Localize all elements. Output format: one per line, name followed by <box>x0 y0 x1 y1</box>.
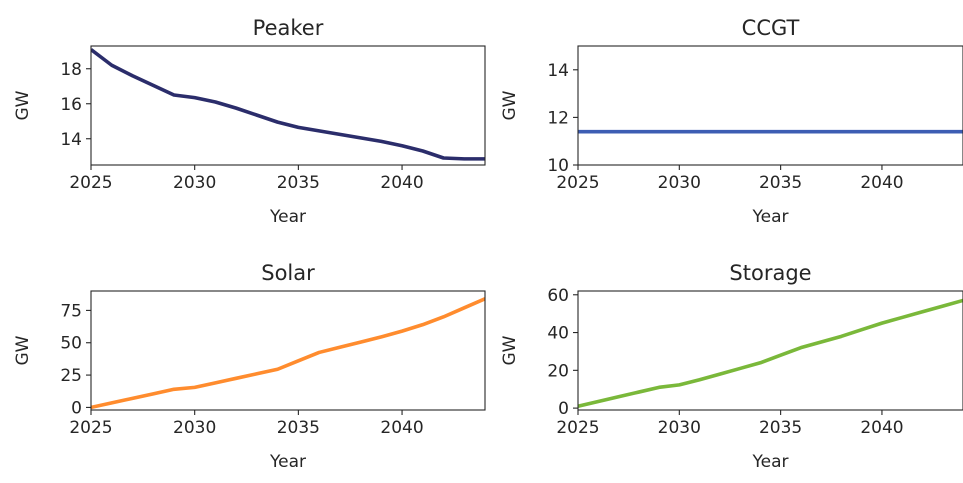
storage-xtick-label: 2035 <box>759 418 802 438</box>
ccgt-xtick-label: 2030 <box>658 173 701 193</box>
storage-ytick-label: 40 <box>547 324 569 344</box>
peaker-xlabel: Year <box>269 207 306 227</box>
solar-panel: Solar 2025 2030 2035 2040 0 25 50 75 Year GW <box>13 261 486 472</box>
solar-xtick-label: 2035 <box>277 418 320 438</box>
storage-ylabel: GW <box>500 335 520 365</box>
ccgt-ylabel: GW <box>500 90 520 120</box>
solar-ytick-label: 75 <box>60 301 82 321</box>
solar-ytick-label: 50 <box>60 334 82 354</box>
ccgt-title: CCGT <box>742 16 800 40</box>
storage-ytick-label: 60 <box>547 286 569 306</box>
ccgt-ytick-label: 10 <box>547 156 569 176</box>
ccgt-xtick-label: 2035 <box>759 173 802 193</box>
storage-axes-frame <box>577 290 963 411</box>
peaker-xtick-label: 2030 <box>173 173 216 193</box>
storage-ytick-label: 0 <box>558 399 569 419</box>
peaker-xtick-label: 2035 <box>277 173 320 193</box>
solar-title: Solar <box>261 261 315 285</box>
solar-xtick-label: 2040 <box>380 418 423 438</box>
solar-xlabel: Year <box>269 452 306 472</box>
peaker-ytick-label: 14 <box>60 130 82 150</box>
ccgt-xtick-label: 2025 <box>556 173 599 193</box>
peaker-title: Peaker <box>253 16 324 40</box>
storage-title: Storage <box>729 261 811 285</box>
storage-xlabel: Year <box>752 452 789 472</box>
solar-series-line <box>91 297 485 410</box>
storage-xtick-label: 2040 <box>860 418 903 438</box>
peaker-xtick-label: 2040 <box>380 173 423 193</box>
solar-xtick-label: 2025 <box>69 418 112 438</box>
solar-ylabel: GW <box>13 335 33 365</box>
ccgt-axes-frame <box>577 45 963 166</box>
ccgt-panel: CCGT 2025 2030 2035 2040 10 12 14 Year GW <box>500 16 963 227</box>
ccgt-ytick-label: 12 <box>547 108 569 128</box>
peaker-series-line <box>91 48 485 161</box>
ccgt-ytick-label: 14 <box>547 61 569 81</box>
peaker-xtick-label: 2025 <box>69 173 112 193</box>
storage-ytick-label: 20 <box>547 361 569 381</box>
ccgt-xtick-label: 2040 <box>860 173 903 193</box>
solar-ytick-label: 25 <box>60 366 82 386</box>
peaker-panel: Peaker 2025 2030 2035 2040 14 16 18 Year GW <box>13 16 486 227</box>
peaker-axes-frame <box>90 45 486 166</box>
solar-xtick-label: 2030 <box>173 418 216 438</box>
peaker-ytick-label: 16 <box>60 95 82 115</box>
peaker-ytick-label: 18 <box>60 60 82 80</box>
storage-xtick-label: 2030 <box>658 418 701 438</box>
storage-series-line <box>578 298 963 408</box>
peaker-ylabel: GW <box>13 90 33 120</box>
solar-axes-frame <box>90 290 486 411</box>
storage-xtick-label: 2025 <box>556 418 599 438</box>
ccgt-xlabel: Year <box>752 207 789 227</box>
solar-ytick-label: 0 <box>71 398 82 418</box>
